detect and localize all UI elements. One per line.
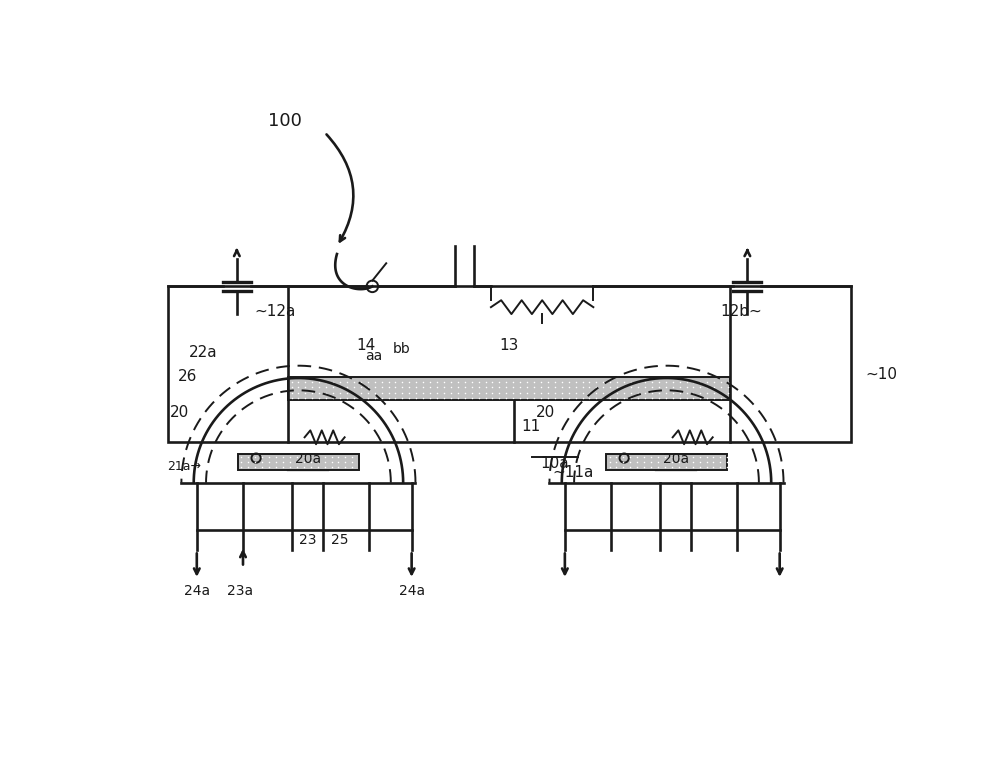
Text: ~10: ~10 [865,368,897,382]
Text: 24a: 24a [399,584,425,598]
Text: 20a: 20a [663,452,689,465]
Text: 10a: 10a [541,456,569,471]
Text: 23: 23 [299,533,316,547]
Polygon shape [606,454,727,470]
Text: 11: 11 [522,419,541,434]
Text: 22a: 22a [189,345,218,360]
Text: 20: 20 [536,405,555,420]
Text: ~12a: ~12a [255,304,296,319]
Text: 14: 14 [357,337,376,353]
Text: bb: bb [393,343,411,356]
Text: 13: 13 [499,337,518,353]
Text: 20a: 20a [295,452,321,465]
Text: 26: 26 [178,369,197,384]
Text: ~11a: ~11a [553,465,594,481]
Text: aa: aa [365,349,382,362]
Bar [168,286,851,442]
Polygon shape [238,454,359,470]
Text: 23a: 23a [227,584,253,598]
Text: 20: 20 [170,405,189,420]
Text: 24a: 24a [184,584,210,598]
Text: 12b~: 12b~ [720,304,762,319]
Text: 100: 100 [268,112,302,130]
Text: 21a→: 21a→ [168,459,202,472]
Text: 25: 25 [331,533,349,547]
Polygon shape [288,377,730,401]
